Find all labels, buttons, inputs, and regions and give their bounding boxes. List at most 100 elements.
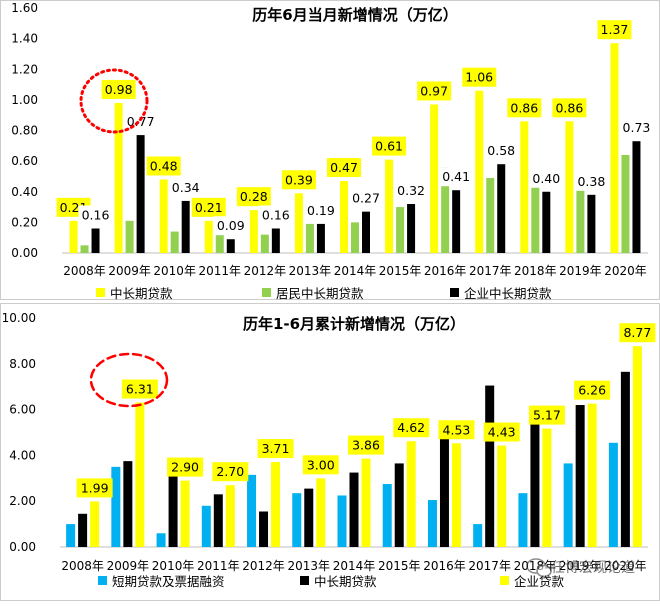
- x-tick-label: 2015年: [378, 559, 421, 573]
- x-tick-label: 2010年: [153, 264, 196, 278]
- legend-swatch: [300, 576, 309, 585]
- bar-3-1: [135, 402, 145, 547]
- chart-1-title: 历年6月当月新增情况（万亿）: [252, 6, 457, 24]
- bar-2-4: [260, 234, 269, 253]
- bar-1-3: [204, 220, 213, 253]
- data-label: 0.28: [240, 189, 268, 204]
- bar-2-11: [575, 405, 585, 547]
- legend-label: 中长期贷款: [110, 286, 173, 301]
- bar-1-12: [608, 442, 618, 547]
- bar-2-5: [304, 488, 314, 547]
- y-tick-label: 2.00: [9, 494, 36, 508]
- data-label: 0.47: [330, 160, 358, 175]
- bar-2-12: [620, 371, 630, 547]
- y-tick-label: 0.40: [11, 185, 38, 199]
- bar-2-11: [576, 179, 585, 253]
- bar-1-10: [520, 121, 529, 253]
- bar-1-4: [249, 210, 258, 253]
- data-label-bg: [574, 380, 611, 400]
- x-tick-label: 2010年: [152, 559, 195, 573]
- data-label-bg: [507, 98, 542, 118]
- x-tick-label: 2008年: [63, 264, 106, 278]
- bar-1-11: [565, 121, 574, 253]
- bar-1-8: [430, 104, 439, 253]
- bar-1-7: [385, 159, 394, 253]
- y-tick-label: 0.60: [11, 154, 38, 168]
- data-label: 0.39: [285, 172, 313, 187]
- data-label-bg: [417, 81, 452, 101]
- data-label: 3.71: [262, 441, 290, 456]
- x-tick-label: 2020年: [604, 559, 647, 573]
- bar-3-4: [271, 228, 280, 253]
- legend-swatch: [262, 288, 271, 297]
- x-tick-label: 2020年: [604, 264, 647, 278]
- bar-1-10: [518, 493, 528, 547]
- bar-3-0: [91, 228, 100, 253]
- data-label: 0.27: [352, 191, 380, 206]
- data-label-bg: [327, 158, 361, 178]
- bar-3-1: [136, 135, 145, 253]
- data-label-bg: [348, 435, 384, 455]
- x-tick-label: 2017年: [469, 264, 512, 278]
- data-label-bg: [258, 205, 293, 225]
- data-label: 0.40: [532, 171, 560, 186]
- data-label: 0.86: [555, 100, 583, 115]
- bar-1-2: [156, 533, 166, 547]
- x-tick-label: 2012年: [244, 264, 287, 278]
- x-tick-label: 2016年: [423, 559, 466, 573]
- bar-2-3: [215, 234, 224, 253]
- legend-label: 企业中长期贷款: [464, 286, 552, 301]
- data-label: 1.37: [601, 22, 629, 37]
- bar-3-4: [271, 462, 281, 547]
- data-label-bg: [168, 177, 203, 197]
- bar-3-10: [542, 428, 552, 547]
- data-label: 5.17: [533, 408, 561, 423]
- x-tick-label: 2016年: [424, 264, 467, 278]
- data-label-bg: [552, 98, 587, 118]
- data-label: 8.77: [623, 325, 651, 340]
- bar-3-6: [362, 211, 370, 253]
- bar-2-4: [259, 511, 269, 547]
- data-label-bg: [213, 216, 248, 236]
- data-label: 0.16: [82, 208, 110, 223]
- x-tick-label: 2014年: [334, 264, 377, 278]
- data-label: 2.90: [171, 460, 199, 475]
- bar-3-5: [316, 478, 326, 547]
- bar-3-8: [452, 190, 461, 253]
- highlight-ellipse: [89, 352, 169, 408]
- data-label: 0.61: [375, 139, 403, 154]
- bar-3-2: [181, 200, 190, 253]
- data-label-bg: [167, 457, 204, 477]
- data-label-bg: [393, 418, 430, 438]
- data-label-bg: [619, 323, 656, 343]
- bar-2-6: [349, 472, 359, 547]
- highlight-ellipse: [79, 68, 149, 134]
- data-label: 0.34: [172, 180, 200, 195]
- legend-label: 短期贷款及票据融资: [112, 574, 225, 589]
- y-tick-label: 0.20: [11, 215, 38, 229]
- data-label-bg: [303, 200, 338, 220]
- legend-label: 中长期贷款: [314, 574, 377, 589]
- bar-1-3: [201, 505, 211, 547]
- bar-3-2: [180, 480, 190, 547]
- bar-3-11: [587, 194, 596, 253]
- data-label-bg: [619, 118, 654, 138]
- x-tick-label: 2011年: [197, 559, 240, 573]
- y-tick-label: 6.00: [9, 403, 36, 417]
- x-tick-label: 2017年: [468, 559, 511, 573]
- legend-label: 企业贷款: [514, 574, 565, 589]
- data-label-bg: [574, 171, 609, 191]
- x-tick-label: 2008年: [61, 559, 104, 573]
- bar-2-12: [621, 155, 630, 253]
- y-tick-label: 1.40: [11, 32, 38, 46]
- data-label-bg: [212, 462, 249, 482]
- bar-3-11: [587, 403, 597, 547]
- data-label-bg: [257, 439, 294, 459]
- data-label: 0.73: [623, 120, 651, 135]
- bar-3-9: [497, 164, 506, 253]
- bar-3-3: [226, 239, 235, 253]
- bar-2-5: [305, 223, 314, 253]
- x-tick-label: 2011年: [198, 264, 241, 278]
- data-label: 0.16: [262, 208, 290, 223]
